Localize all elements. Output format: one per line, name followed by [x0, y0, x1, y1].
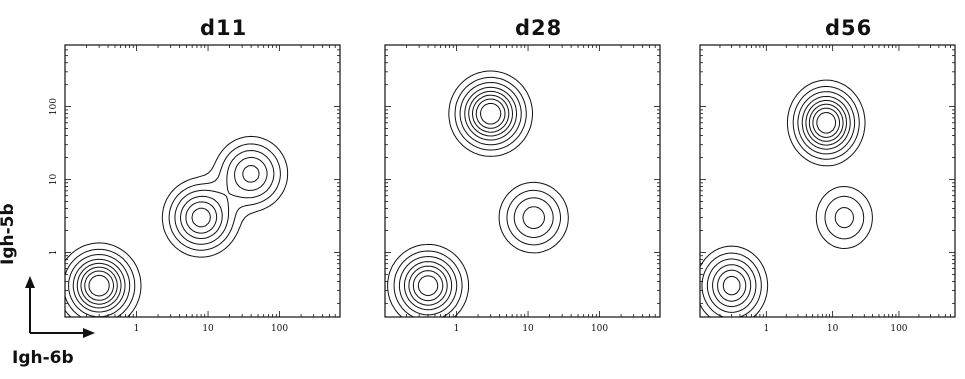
contour-line	[480, 102, 502, 125]
panel-d56: 1 10 100	[699, 44, 956, 334]
x-tick-label: 1	[134, 324, 140, 334]
x-arrow-head	[83, 328, 95, 338]
plot-frame	[384, 44, 661, 318]
contour-line	[412, 94, 510, 302]
y-tick-label: 100	[49, 98, 59, 115]
contour-line	[408, 90, 513, 306]
axis-arrows	[25, 276, 95, 338]
panel-title-d11: d11	[200, 16, 248, 40]
contour-line	[404, 86, 545, 311]
contour-line	[717, 100, 847, 302]
y-axis-label: Igh-5b	[0, 203, 18, 265]
contour-line	[706, 91, 856, 313]
contour-line	[68, 150, 275, 318]
y-arrow-head	[25, 276, 35, 288]
x-axis-label: Igh-6b	[12, 348, 74, 368]
contour-line	[816, 112, 837, 134]
contour-line	[88, 274, 110, 297]
contour-line	[699, 79, 873, 318]
contour-line	[712, 95, 851, 308]
plot-frame	[699, 44, 956, 318]
contour-line	[387, 70, 569, 318]
x-tick-label: 10	[827, 324, 839, 334]
x-tick-label: 1	[454, 324, 460, 334]
x-tick-label: 100	[890, 324, 907, 334]
plot-frame	[64, 44, 341, 318]
contour-line	[80, 207, 211, 305]
contour-line	[64, 135, 289, 318]
contour-line	[417, 98, 506, 297]
x-tick-label: 100	[271, 324, 288, 334]
y-tick-label: 10	[49, 174, 59, 186]
contour-line	[722, 103, 844, 296]
contour-line	[76, 165, 260, 309]
panel-d28: 1 10 100	[384, 44, 661, 334]
contour-line	[393, 76, 561, 318]
contour-line	[398, 82, 554, 316]
x-tick-label: 100	[591, 324, 608, 334]
x-tick-label: 10	[522, 324, 534, 334]
contour-line	[84, 270, 114, 301]
contour-line	[701, 86, 865, 318]
y-tick-label: 1	[49, 250, 59, 256]
x-tick-label: 1	[763, 324, 769, 334]
panel-title-d28: d28	[515, 16, 563, 40]
x-tick-label: 10	[202, 324, 214, 334]
contour-line	[64, 143, 281, 318]
contour-line	[72, 156, 268, 313]
panel-d11: 1 10 100 1 10 100	[49, 44, 341, 334]
panel-title-d56: d56	[825, 16, 873, 40]
contour-line	[812, 107, 841, 138]
